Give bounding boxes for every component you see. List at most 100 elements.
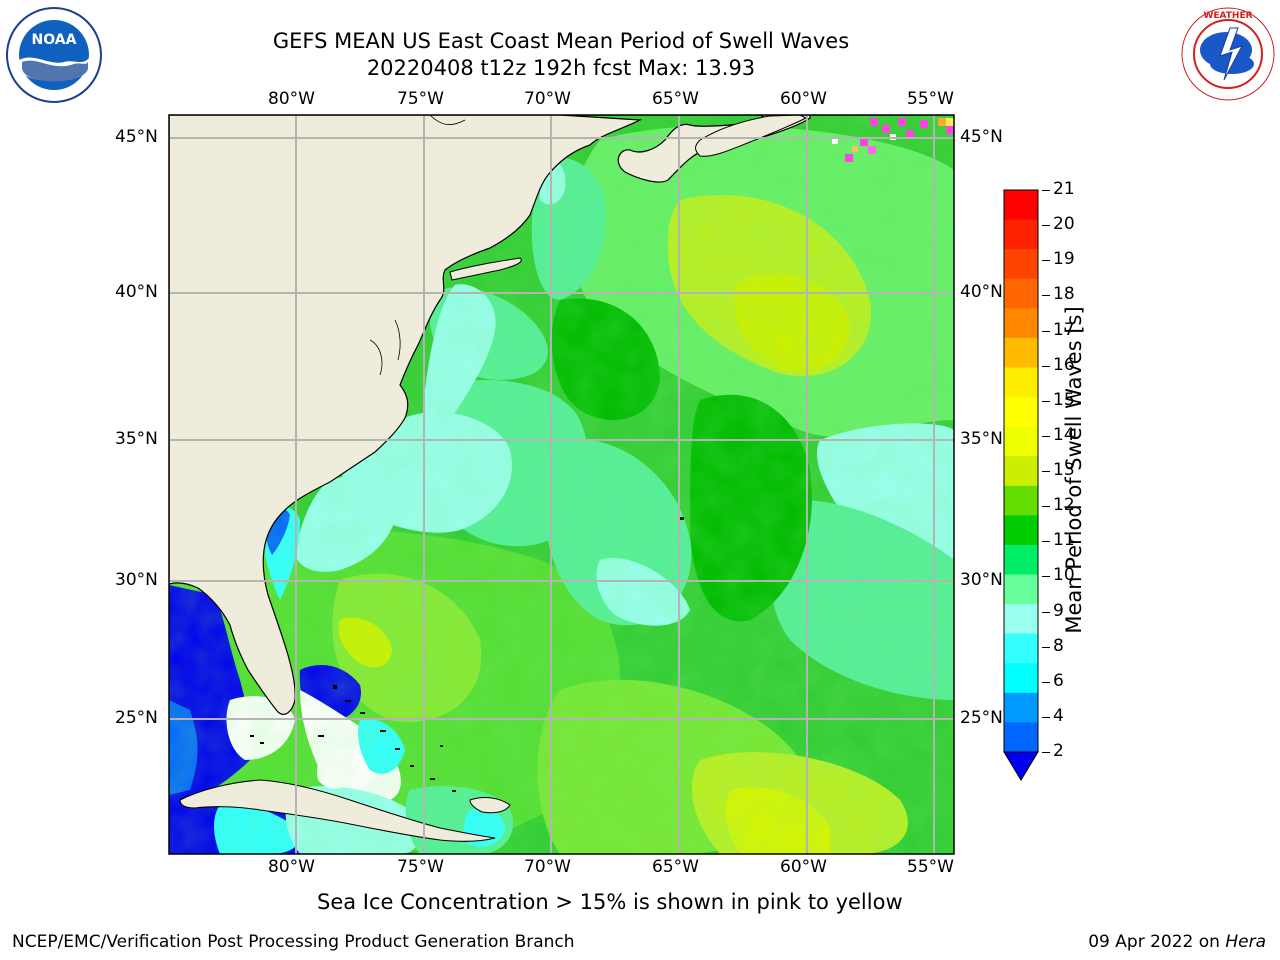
footer-host: Hera	[1225, 932, 1266, 952]
colorbar-tick-label: 8	[1053, 635, 1064, 656]
land-cuba	[179, 779, 496, 842]
colorbar-tick-mark	[1042, 716, 1050, 718]
colorbar-tick-label: 16	[1053, 354, 1075, 375]
colorbar-segment	[1004, 278, 1038, 309]
lon-label-top-80w: 80°W	[268, 89, 315, 109]
colorbar-tick-label: 13	[1053, 460, 1075, 480]
colorbar-tick-label: 9	[1053, 600, 1064, 621]
lat-label-right-25n: 25°N	[960, 708, 1003, 728]
lon-label-top-70w: 70°W	[524, 89, 571, 109]
chart-title-line2: 20220408 t12z 192h fcst Max: 13.93	[366, 56, 756, 80]
land-long-island	[449, 257, 522, 281]
colorbar-segment	[1004, 367, 1038, 398]
lon-label-bottom-60w: 60°W	[780, 857, 827, 877]
colorbar-segment	[1004, 633, 1038, 664]
map-frame	[168, 114, 955, 855]
colorbar-segment	[1004, 337, 1038, 368]
colorbar-tick-mark	[1042, 541, 1050, 543]
colorbar-tick-mark	[1042, 330, 1050, 332]
lon-label-bottom-70w: 70°W	[524, 857, 571, 877]
colorbar-tick-label: 19	[1053, 249, 1075, 270]
footer-branch: NCEP/EMC/Verification Post Processing Pr…	[12, 932, 575, 952]
sea-ice-note: Sea Ice Concentration > 15% is shown in …	[317, 890, 903, 914]
map-area	[169, 115, 954, 854]
land-hispaniola	[469, 797, 511, 814]
lon-label-top-75w: 75°W	[397, 89, 444, 109]
lat-label-left-40n: 40°N	[115, 282, 158, 302]
colorbar-segment	[1004, 456, 1038, 487]
colorbar-extend-triangle	[1003, 751, 1039, 781]
lon-label-bottom-55w: 55°W	[907, 857, 954, 877]
colorbar-segment	[1004, 692, 1038, 723]
colorbar-tick-mark	[1042, 752, 1050, 753]
colorbar-segment	[1004, 190, 1038, 221]
lon-label-top-65w: 65°W	[652, 89, 699, 109]
noaa-logo-text: NOAA	[32, 32, 77, 48]
footer-date: 09 Apr 2022 on Hera	[1088, 932, 1266, 952]
colorbar-tick-label: 15	[1053, 389, 1075, 410]
lat-label-left-45n: 45°N	[115, 127, 158, 147]
lat-label-left-35n: 35°N	[115, 429, 158, 449]
lon-label-top-60w: 60°W	[780, 89, 827, 109]
lon-label-bottom-65w: 65°W	[652, 857, 699, 877]
chart-title-line1: GEFS MEAN US East Coast Mean Period of S…	[272, 29, 850, 53]
colorbar-tick-mark	[1042, 471, 1050, 472]
lat-label-right-45n: 45°N	[960, 127, 1003, 147]
colorbar-segment	[1004, 426, 1038, 457]
colorbar-tick-label: 4	[1053, 705, 1064, 726]
colorbar-tick-label: 20	[1053, 214, 1075, 235]
colorbar-tick-label: 11	[1053, 530, 1075, 551]
noaa-logo: NOAA	[4, 6, 104, 104]
colorbar-tick-mark	[1042, 576, 1050, 578]
colorbar-segment	[1004, 249, 1038, 280]
colorbar-segment	[1004, 485, 1038, 516]
colorbar-tick-label: 2	[1053, 741, 1064, 761]
colorbar-tick-mark	[1042, 646, 1050, 648]
colorbar-segment	[1004, 663, 1038, 694]
colorbar-tick-label: 18	[1053, 284, 1075, 305]
lat-label-left-25n: 25°N	[115, 708, 158, 728]
colorbar-segment	[1004, 219, 1038, 250]
colorbar-tick-label: 6	[1053, 670, 1064, 691]
colorbar	[1003, 189, 1039, 781]
colorbar-tick-mark	[1042, 260, 1050, 262]
colorbar-tick-mark	[1042, 295, 1050, 297]
land-nova-scotia	[695, 115, 808, 157]
lon-label-top-55w: 55°W	[907, 89, 954, 109]
colorbar-tick-label: 14	[1053, 424, 1075, 445]
colorbar-segment	[1004, 544, 1038, 576]
colorbar-tick-label: 21	[1053, 179, 1075, 199]
lat-label-right-35n: 35°N	[960, 429, 1003, 449]
lat-label-right-40n: 40°N	[960, 282, 1003, 302]
lon-label-bottom-80w: 80°W	[268, 857, 315, 877]
colorbar-segment	[1004, 604, 1038, 635]
colorbar-segment	[1004, 308, 1038, 339]
svg-text:WEATHER: WEATHER	[1203, 11, 1252, 21]
colorbar-tick-mark	[1042, 506, 1050, 508]
colorbar-tick-mark	[1042, 400, 1050, 402]
map-gridlines	[169, 115, 954, 854]
colorbar-segment	[1004, 515, 1038, 546]
colorbar-tick-mark	[1042, 611, 1050, 613]
lon-label-bottom-75w: 75°W	[397, 857, 444, 877]
colorbar-segment	[1004, 574, 1038, 605]
colorbar-tick-mark	[1042, 365, 1050, 367]
nws-logo: WEATHER	[1178, 6, 1278, 102]
colorbar-tick-label: 12	[1053, 495, 1075, 516]
colorbar-tick-mark	[1042, 225, 1050, 227]
land-bahamas	[250, 517, 684, 792]
colorbar-segment	[1004, 722, 1038, 753]
lat-label-left-30n: 30°N	[115, 570, 158, 590]
lat-label-right-30n: 30°N	[960, 570, 1003, 590]
land-mainland	[169, 115, 643, 715]
colorbar-tick-mark	[1042, 435, 1050, 437]
colorbar-label: Mean Period of Swell Waves [s]	[1062, 306, 1086, 634]
sea-ice	[832, 118, 954, 162]
colorbar-tick-label: 10	[1053, 565, 1075, 586]
colorbar-tick-mark	[1042, 681, 1050, 683]
colorbar-tick-mark	[1042, 190, 1050, 191]
colorbar-segment	[1004, 397, 1038, 428]
colorbar-tick-label: 17	[1053, 319, 1075, 340]
footer-date-text: 09 Apr 2022 on	[1088, 932, 1226, 952]
